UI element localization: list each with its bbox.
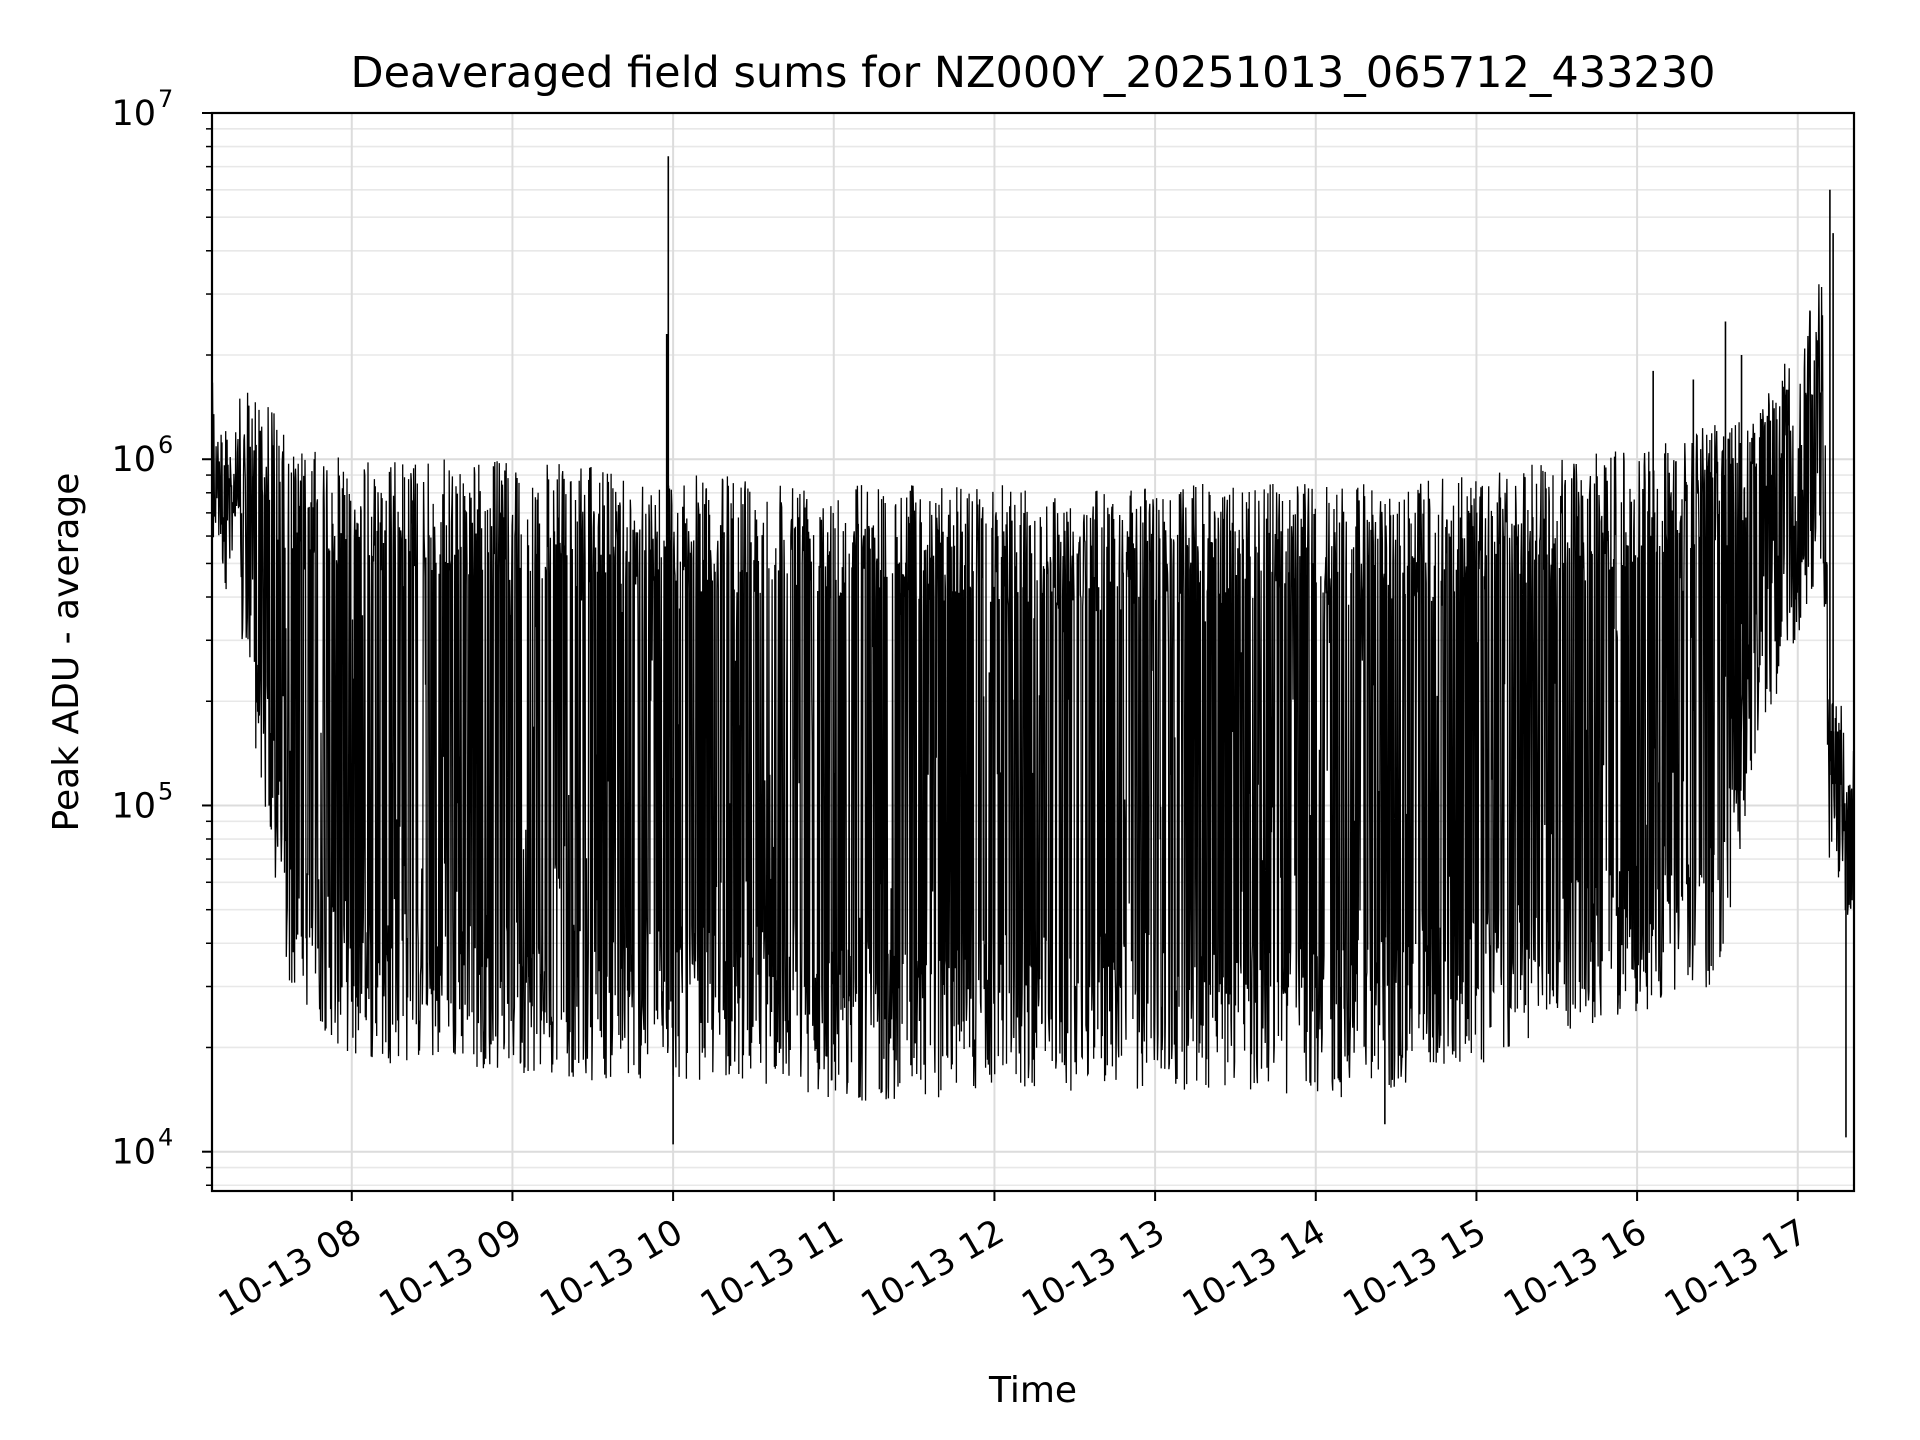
y-tick-label: 10 — [111, 786, 156, 826]
y-tick-label: 10 — [111, 440, 156, 480]
x-axis-label: Time — [988, 1370, 1077, 1411]
y-tick-exponent: 7 — [158, 85, 173, 113]
y-tick-exponent: 5 — [158, 777, 173, 805]
series-group — [211, 156, 1855, 1145]
chart-title: Deaveraged field sums for NZ000Y_2025101… — [350, 48, 1715, 98]
y-tick-label: 10 — [111, 94, 156, 134]
y-tick-exponent: 4 — [158, 1124, 173, 1152]
series-line — [211, 284, 1855, 1101]
y-axis-label: Peak ADU - average — [46, 473, 87, 832]
y-tick-exponent: 6 — [158, 431, 173, 459]
y-tick-label: 10 — [111, 1133, 156, 1173]
plot-frame — [210, 111, 1856, 1193]
